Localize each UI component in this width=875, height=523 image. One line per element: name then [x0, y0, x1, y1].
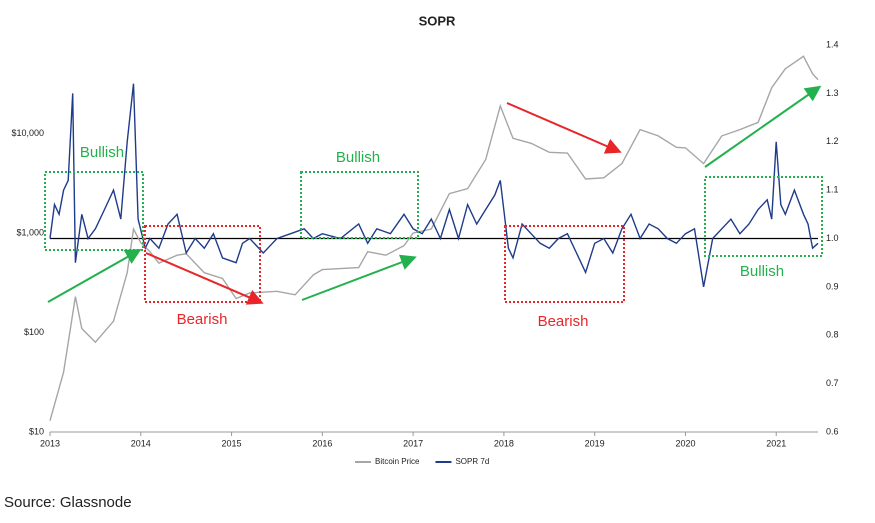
- arrow: [145, 252, 264, 305]
- plot-area: 2013 2014 2015 2016 2017 2018 2019 2020 2021 $10 $…: [11, 39, 838, 448]
- x-tick-label: 2019: [585, 438, 605, 448]
- x-tick-label: 2015: [222, 438, 242, 448]
- x-tick-label: 2013: [40, 438, 60, 448]
- y2-tick-label: 1.1: [826, 185, 839, 195]
- y2-tick-label: 0.9: [826, 281, 839, 291]
- annotations: [44, 171, 823, 303]
- y-tick-label: $10,000: [11, 128, 44, 138]
- y-tick-label: $100: [24, 327, 44, 337]
- y-tick-label: $10: [29, 426, 44, 436]
- x-tick-label: 2014: [131, 438, 151, 448]
- y-tick-label: $1,000: [16, 228, 44, 238]
- annotation: Bullish: [80, 144, 124, 161]
- box: [44, 171, 144, 251]
- y2-tick-label: 1.3: [826, 88, 839, 98]
- box: [144, 225, 261, 303]
- y2-tick-label: 1.2: [826, 136, 839, 146]
- x-tick-label: 2020: [675, 438, 695, 448]
- line-series: [49, 83, 819, 288]
- box: [300, 171, 419, 239]
- arrow: [301, 254, 417, 301]
- annotation: Bullish: [336, 149, 380, 166]
- arrow: [704, 85, 822, 168]
- y2-tick-label: 1.4: [826, 39, 839, 49]
- y2-tick-label: 1.0: [826, 233, 839, 243]
- annotation: Bullish: [740, 263, 784, 280]
- x-tick-label: 2021: [766, 438, 786, 448]
- legend-label: SOPR 7d: [455, 457, 489, 466]
- y2-tick-label: 0.7: [826, 378, 839, 388]
- x-tick-label: 2018: [494, 438, 514, 448]
- source: Source: Glassnode: [4, 494, 132, 511]
- legend-label: Bitcoin Price: [375, 457, 420, 466]
- y2-tick-label: 0.8: [826, 330, 839, 340]
- x-tick-label: 2017: [403, 438, 423, 448]
- box: [504, 225, 625, 303]
- legend: Bitcoin Price SOPR 7d: [355, 457, 489, 466]
- arrows: [47, 85, 822, 305]
- chart-title: SOPR: [419, 13, 456, 28]
- y2-tick-label: 0.6: [826, 426, 839, 436]
- arrow: [47, 249, 142, 303]
- line-series: [49, 55, 819, 421]
- x-tick-label: 2016: [312, 438, 332, 448]
- box: [704, 176, 823, 257]
- annotation: Bearish: [177, 311, 228, 328]
- annotation: Bearish: [538, 313, 589, 330]
- arrow: [506, 102, 622, 154]
